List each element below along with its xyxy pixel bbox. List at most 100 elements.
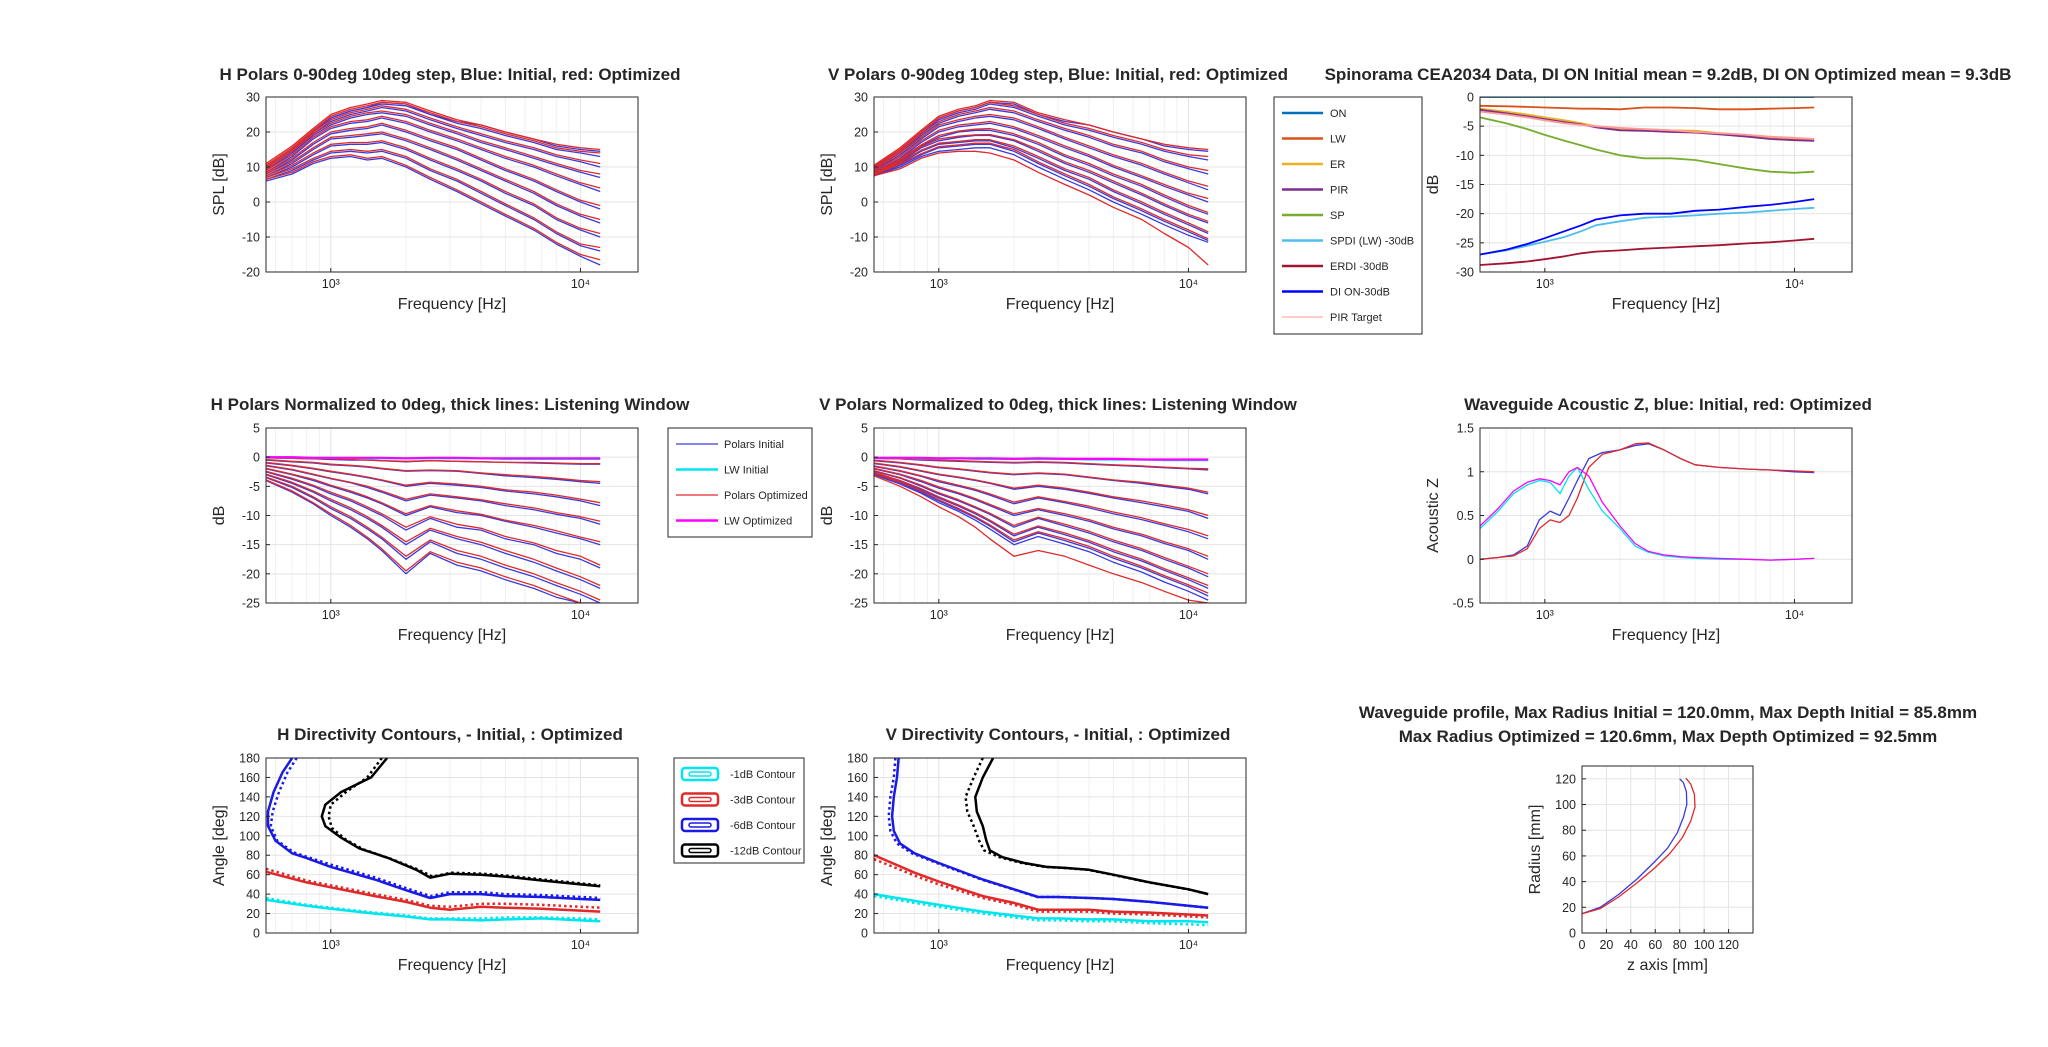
series-line-30deg-optimized (266, 461, 601, 504)
contour--12db-initial (974, 758, 1209, 896)
x-axis-label: Frequency [Hz] (1612, 627, 1720, 644)
series-line-30deg-optimized (266, 110, 601, 175)
axes-frame (873, 96, 1247, 273)
series-line-80deg-initial (266, 150, 601, 252)
y-tick-label: 0 (1467, 553, 1474, 567)
legend-item: ER (1282, 159, 1345, 171)
series-line-90deg-initial (266, 479, 601, 603)
chart-subtitle: Max Radius Optimized = 120.6mm, Max Dept… (1399, 727, 1938, 746)
series-line-erdi-30db (1480, 237, 1815, 266)
legend-item: ERDI -30dB (1282, 261, 1389, 273)
chart-v_polars: 10³ 10⁴ -20 -10 0 10 20 30 Frequency [Hz] SPL [dB… (819, 65, 1288, 313)
data-lines (1480, 97, 1815, 266)
y-axis-label: Angle [deg] (819, 805, 836, 886)
x-axis-label: Frequency [Hz] (1006, 957, 1114, 974)
series-line-60deg-initial (266, 133, 601, 224)
y-tick-label: -0.5 (1452, 597, 1474, 611)
plot-area (266, 758, 638, 933)
legend-item: SP (1282, 210, 1345, 222)
x-tick-label: 10³ (1536, 608, 1554, 622)
contour--6db-optimized (269, 758, 601, 900)
series-line-80deg-optimized (874, 472, 1209, 594)
contour--3db-initial (874, 854, 1209, 917)
series-line-real-optimized (1480, 442, 1815, 560)
legend-label: ER (1330, 159, 1345, 171)
series-line-20deg-optimized (266, 458, 601, 483)
legend-item: DI ON-30dB (1282, 287, 1390, 299)
y-tick-label: 0 (1467, 91, 1474, 105)
y-tick-label: -20 (850, 567, 868, 581)
series-line-10deg-optimized (266, 101, 601, 166)
contour--1db-initial (874, 892, 1209, 924)
x-tick-label: 10⁴ (1179, 608, 1198, 622)
y-tick-label: 30 (246, 91, 260, 105)
series-line-20deg-initial (266, 106, 601, 170)
chart-title: H Polars 0-90deg 10deg step, Blue: Initi… (220, 65, 681, 84)
legend-item: PIR (1282, 185, 1348, 197)
chart-acoustic_z: 10³ 10⁴ -0.5 0 0.5 1 1.5 Frequency [Hz] Acoustic… (1425, 395, 1872, 644)
legend-item: -1dB Contour (680, 766, 796, 782)
series-line-50deg-initial (874, 468, 1209, 560)
series-line-spdi-lw-30db (1480, 206, 1815, 256)
chart-v_contours: 10³ 10⁴ 0 20 40 60 80 100 120 140 160 180 Frequency … (819, 725, 1247, 974)
series-line-50deg-optimized (874, 127, 1209, 214)
series-line-30deg-initial (874, 115, 1209, 191)
chart-title: Waveguide profile, Max Radius Initial = … (1359, 703, 1977, 722)
contour--6db-optimized (887, 758, 1209, 909)
legend-label: -12dB Contour (730, 846, 802, 858)
chart-v_normalized: 10³ 10⁴ -25 -20 -15 -10 -5 0 5 Frequency [Hz] dB V … (819, 395, 1298, 644)
legend-label: -6dB Contour (730, 820, 796, 832)
legend-swatch (680, 766, 720, 782)
y-tick-label: 30 (854, 91, 868, 105)
series-line-50deg-optimized (266, 122, 601, 207)
chart-spinorama: 10³ 10⁴ -30 -25 -20 -15 -10 -5 0 Frequency [Hz] dB… (1325, 65, 2012, 313)
legend-swatch-inner (688, 847, 712, 854)
series-line-70deg-optimized (874, 471, 1209, 587)
series-line-60deg-optimized (266, 131, 601, 221)
y-tick-label: 0 (1569, 927, 1576, 941)
legend-swatch-inner (688, 771, 712, 777)
legend-swatch (680, 817, 720, 833)
data-lines (874, 758, 1209, 927)
y-tick-label: 0 (861, 927, 868, 941)
legend-item: Polars Optimized (676, 490, 808, 502)
data-lines (266, 758, 601, 923)
y-tick-label: 120 (1555, 772, 1576, 786)
y-tick-label: 20 (246, 907, 260, 921)
x-tick-label: 10⁴ (1785, 608, 1804, 622)
y-tick-label: 5 (861, 422, 868, 436)
series-line-40deg-initial (874, 122, 1209, 203)
y-tick-label: 1.5 (1457, 422, 1474, 436)
series-line-lw-optimized (266, 456, 601, 460)
chart-h_normalized: 10³ 10⁴ -25 -20 -15 -10 -5 0 5 Frequency [Hz] dB H … (211, 395, 691, 644)
y-tick-label: 160 (239, 771, 260, 785)
series-line-90deg-initial (874, 474, 1209, 601)
series-line-10deg-optimized (874, 457, 1209, 470)
legend-label: -1dB Contour (730, 769, 796, 781)
x-axis-label: Frequency [Hz] (1006, 296, 1114, 313)
y-tick-label: 120 (847, 810, 868, 824)
x-tick-label: 60 (1648, 938, 1662, 952)
y-tick-label: 60 (854, 868, 868, 882)
y-tick-label: 160 (847, 771, 868, 785)
series-line-60deg-optimized (874, 469, 1209, 575)
x-axis-label: Frequency [Hz] (398, 957, 506, 974)
legend-label: DI ON-30dB (1330, 287, 1390, 299)
y-tick-label: 100 (1555, 798, 1576, 812)
series-line-80deg-initial (874, 473, 1209, 597)
legend-label: LW Initial (724, 465, 768, 477)
y-tick-label: 5 (253, 422, 260, 436)
series-line-50deg-optimized (874, 467, 1209, 557)
x-tick-label: 10³ (930, 277, 948, 291)
chart-title: H Polars Normalized to 0deg, thick lines… (211, 395, 691, 414)
series-line-30deg-optimized (874, 113, 1209, 187)
series-line-40deg-optimized (874, 120, 1209, 200)
x-tick-label: 10⁴ (571, 608, 590, 622)
series-line-20deg-initial (874, 108, 1209, 175)
legend-item: PIR Target (1282, 312, 1382, 324)
y-tick-label: 20 (1562, 901, 1576, 915)
x-tick-label: 10⁴ (571, 938, 590, 952)
series-line-60deg-initial (266, 471, 601, 569)
series-line-80deg-optimized (266, 476, 601, 601)
